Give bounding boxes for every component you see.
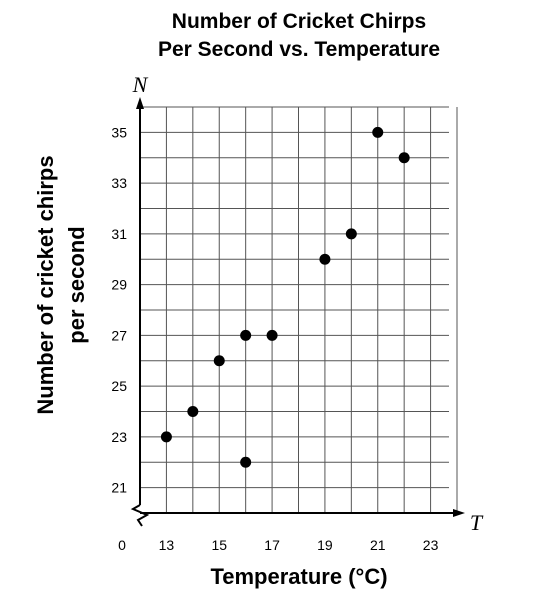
data-point xyxy=(187,406,199,417)
tick-labels: 13 15 17 19 21 23 21 23 25 27 29 31 33 35 xyxy=(111,124,438,553)
data-point xyxy=(319,253,331,265)
y-tick-label: 29 xyxy=(111,277,127,293)
x-axis-arrow xyxy=(453,509,465,517)
x-tick-label: 23 xyxy=(423,537,439,553)
x-tick-label: 15 xyxy=(211,537,227,553)
y-tick-label: 31 xyxy=(111,226,127,242)
grid xyxy=(140,106,458,513)
axis-break xyxy=(130,504,150,527)
y-tick-label: 27 xyxy=(111,327,127,343)
y-axis-title-line-1: Number of cricket chirps xyxy=(33,155,58,414)
data-point xyxy=(160,431,172,443)
data-point xyxy=(372,126,384,138)
data-point xyxy=(240,456,252,468)
origin-label: 0 xyxy=(118,537,126,553)
data-point xyxy=(398,152,410,164)
data-point xyxy=(213,355,225,367)
x-tick-label: 19 xyxy=(317,537,333,553)
y-axis-arrow xyxy=(136,97,144,109)
x-tick-label: 13 xyxy=(159,537,175,553)
y-tick-label: 25 xyxy=(111,378,127,394)
y-tick-label: 33 xyxy=(111,175,127,191)
x-tick-label: 17 xyxy=(264,537,280,553)
chart-title-line-2: Per Second vs. Temperature xyxy=(158,38,440,61)
axes xyxy=(130,97,465,527)
y-axis-variable: N xyxy=(132,72,149,97)
x-axis-title: Temperature (°C) xyxy=(210,564,387,589)
y-tick-label: 23 xyxy=(111,429,127,445)
y-axis-title-line-2: per second xyxy=(64,226,89,343)
y-tick-label: 35 xyxy=(111,124,127,140)
y-tick-label: 21 xyxy=(111,480,127,496)
x-axis-variable: T xyxy=(470,510,484,535)
chart-title-line-1: Number of Cricket Chirps xyxy=(172,10,426,33)
x-tick-label: 21 xyxy=(370,537,386,553)
data-point xyxy=(345,228,357,240)
data-point xyxy=(266,329,278,341)
data-points xyxy=(160,126,410,468)
data-point xyxy=(240,329,252,341)
